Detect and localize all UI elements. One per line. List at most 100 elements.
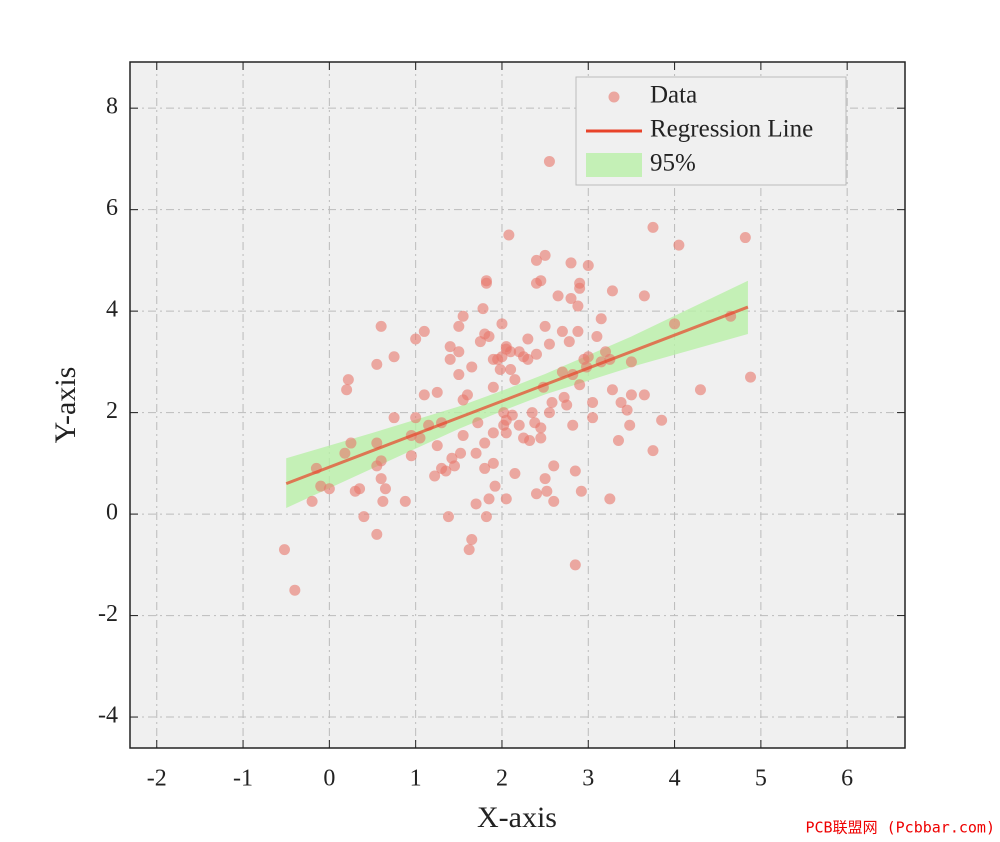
data-point xyxy=(522,353,534,365)
data-point xyxy=(543,338,555,350)
data-point xyxy=(656,414,668,426)
data-point xyxy=(339,447,351,459)
data-point xyxy=(606,285,618,297)
data-point xyxy=(489,480,501,492)
data-point xyxy=(483,331,495,343)
data-point xyxy=(457,310,469,322)
data-point xyxy=(388,412,400,424)
data-point xyxy=(556,366,568,378)
data-point xyxy=(371,528,383,540)
data-point xyxy=(414,432,426,444)
data-point xyxy=(575,485,587,497)
data-point xyxy=(354,483,366,495)
data-point xyxy=(694,384,706,396)
data-point xyxy=(463,544,475,556)
data-point xyxy=(480,511,492,523)
regression-line xyxy=(285,305,749,486)
data-point xyxy=(500,493,512,505)
data-point xyxy=(673,239,685,251)
data-point xyxy=(470,447,482,459)
data-point xyxy=(345,437,357,449)
data-point xyxy=(500,427,512,439)
data-point xyxy=(461,389,473,401)
data-point xyxy=(457,429,469,441)
data-point xyxy=(574,282,586,294)
x-tick-label: 4 xyxy=(669,766,681,792)
data-point xyxy=(496,318,508,330)
data-point xyxy=(442,511,454,523)
y-axis-label: Y-axis xyxy=(49,367,82,444)
data-point xyxy=(565,292,577,304)
data-point xyxy=(358,511,370,523)
data-point xyxy=(399,495,411,507)
y-tick-label: 2 xyxy=(106,398,118,424)
x-tick-label: 0 xyxy=(323,766,335,792)
y-tick-label: 4 xyxy=(106,297,118,323)
data-point xyxy=(278,544,290,556)
data-point xyxy=(453,320,465,332)
data-point xyxy=(522,333,534,345)
data-point xyxy=(535,275,547,287)
data-point xyxy=(582,351,594,363)
data-point xyxy=(591,331,603,343)
data-point xyxy=(487,427,499,439)
data-point xyxy=(470,498,482,510)
data-point xyxy=(341,384,353,396)
data-point xyxy=(552,290,564,302)
data-point xyxy=(479,462,491,474)
data-point xyxy=(565,257,577,269)
data-point xyxy=(371,358,383,370)
data-point xyxy=(440,465,452,477)
data-point xyxy=(466,361,478,373)
x-tick-label: 6 xyxy=(841,766,853,792)
data-point xyxy=(530,254,542,266)
data-point xyxy=(453,346,465,358)
y-tick-label: 8 xyxy=(106,94,118,120)
data-point xyxy=(587,412,599,424)
data-point xyxy=(375,473,387,485)
x-tick-label: -1 xyxy=(233,766,253,792)
x-tick-label: 2 xyxy=(496,766,508,792)
data-point xyxy=(505,363,517,375)
data-point xyxy=(539,249,551,261)
data-point xyxy=(479,437,491,449)
data-point xyxy=(615,396,627,408)
y-tick-label: -4 xyxy=(98,703,118,729)
data-point xyxy=(315,480,327,492)
y-tick-label: 0 xyxy=(106,500,118,526)
data-point xyxy=(480,275,492,287)
data-point xyxy=(530,348,542,360)
data-point xyxy=(466,533,478,545)
data-point xyxy=(612,435,624,447)
data-point xyxy=(647,221,659,233)
data-point xyxy=(606,384,618,396)
data-point xyxy=(624,419,636,431)
data-point xyxy=(595,313,607,325)
data-point xyxy=(453,369,465,381)
data-point xyxy=(410,412,422,424)
data-point xyxy=(388,351,400,363)
data-point xyxy=(375,455,387,467)
data-point xyxy=(509,374,521,386)
data-point xyxy=(539,320,551,332)
data-point xyxy=(625,389,637,401)
data-point xyxy=(323,483,335,495)
data-point xyxy=(535,432,547,444)
data-point xyxy=(569,559,581,571)
data-point xyxy=(431,440,443,452)
data-point xyxy=(375,320,387,332)
data-point xyxy=(548,495,560,507)
y-tick-label: -2 xyxy=(98,601,118,627)
data-point xyxy=(483,493,495,505)
data-point xyxy=(506,409,518,421)
legend-marker xyxy=(586,153,642,177)
legend-label: Data xyxy=(650,82,697,109)
plot-frame xyxy=(129,61,906,749)
data-point xyxy=(739,232,751,244)
data-point xyxy=(513,419,525,431)
data-point xyxy=(539,473,551,485)
data-point xyxy=(429,470,441,482)
data-point xyxy=(455,447,467,459)
data-point xyxy=(638,389,650,401)
